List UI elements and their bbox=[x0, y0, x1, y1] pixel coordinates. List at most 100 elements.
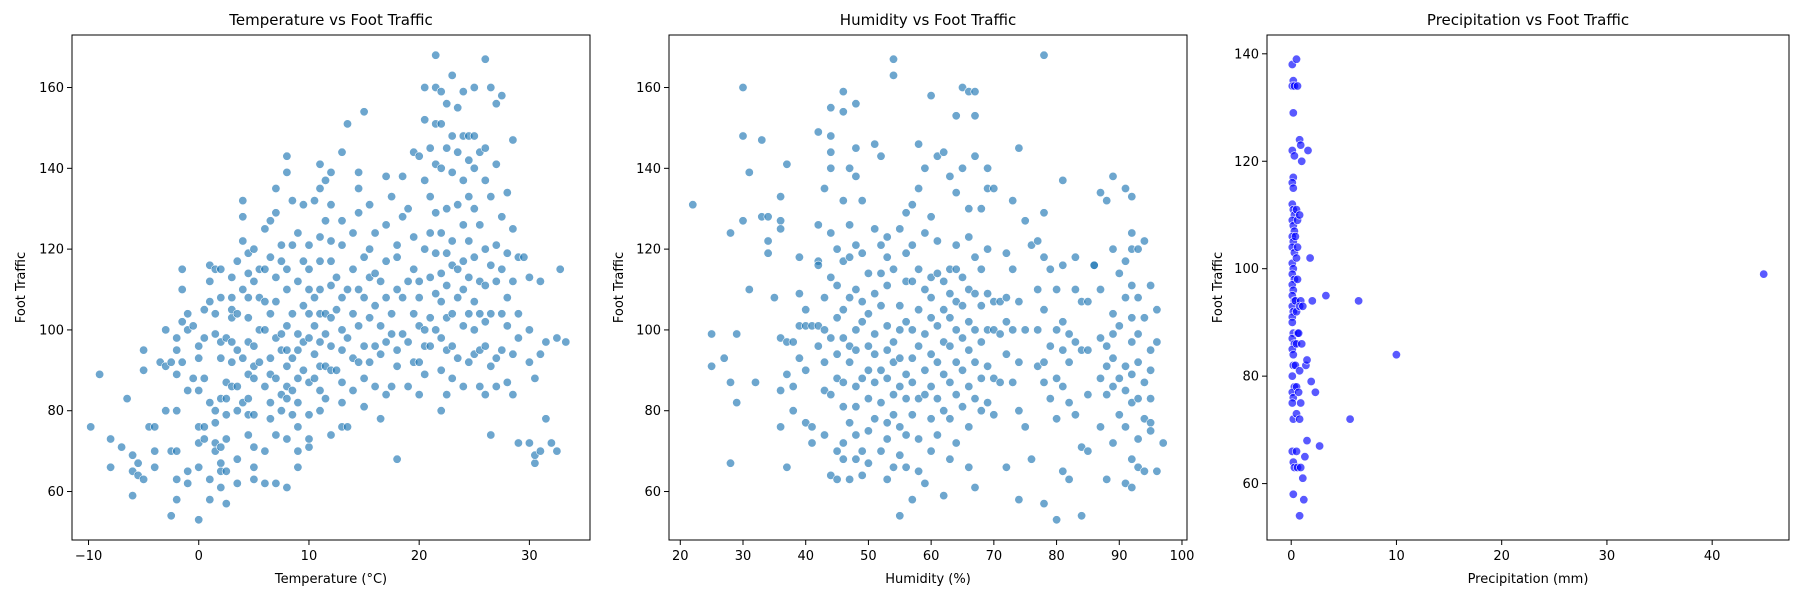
data-point bbox=[1039, 50, 1049, 60]
data-point bbox=[1298, 473, 1308, 483]
data-point bbox=[1008, 196, 1018, 206]
data-point bbox=[1294, 387, 1304, 397]
data-point bbox=[199, 333, 209, 343]
data-point bbox=[1133, 244, 1143, 254]
data-point bbox=[260, 446, 270, 456]
data-point bbox=[309, 373, 319, 383]
data-point bbox=[502, 321, 512, 331]
data-point bbox=[458, 321, 468, 331]
data-point bbox=[788, 381, 798, 391]
data-point bbox=[194, 515, 204, 525]
data-point bbox=[914, 341, 924, 351]
data-point bbox=[851, 402, 861, 412]
data-point bbox=[863, 394, 873, 404]
data-point bbox=[381, 293, 391, 303]
data-point bbox=[183, 309, 193, 319]
data-point bbox=[851, 345, 861, 355]
data-point bbox=[895, 224, 905, 234]
data-point bbox=[128, 491, 138, 501]
data-point bbox=[926, 349, 936, 359]
data-point bbox=[907, 353, 917, 363]
data-point bbox=[194, 353, 204, 363]
x-tick-label: −10 bbox=[75, 549, 102, 564]
data-point bbox=[776, 216, 786, 226]
data-point bbox=[926, 414, 936, 424]
data-point bbox=[707, 361, 717, 371]
data-point bbox=[469, 297, 479, 307]
data-point bbox=[688, 200, 698, 210]
data-point bbox=[337, 147, 347, 157]
data-point bbox=[989, 184, 999, 194]
data-point bbox=[530, 373, 540, 383]
data-point bbox=[172, 446, 182, 456]
data-point bbox=[870, 414, 880, 424]
data-point bbox=[304, 264, 314, 274]
data-point bbox=[392, 361, 402, 371]
data-point bbox=[403, 276, 413, 286]
data-point bbox=[970, 252, 980, 262]
data-point bbox=[907, 410, 917, 420]
data-point bbox=[907, 377, 917, 387]
data-point bbox=[819, 293, 829, 303]
data-point bbox=[442, 280, 452, 290]
x-tick-label: 40 bbox=[1704, 549, 1721, 564]
x-tick-label: 0 bbox=[1287, 549, 1295, 564]
data-point bbox=[315, 256, 325, 266]
data-point bbox=[359, 252, 369, 262]
x-tick-layer: 20 30 40 50 60 70 80 90 100 bbox=[672, 540, 1194, 564]
data-point bbox=[744, 167, 754, 177]
data-point bbox=[475, 309, 485, 319]
data-point bbox=[447, 167, 457, 177]
data-point bbox=[232, 454, 242, 464]
data-point bbox=[863, 341, 873, 351]
data-point bbox=[469, 325, 479, 335]
data-point bbox=[293, 398, 303, 408]
data-point bbox=[951, 264, 961, 274]
data-point bbox=[788, 406, 798, 416]
data-point bbox=[227, 337, 237, 347]
data-point bbox=[480, 390, 490, 400]
data-point bbox=[177, 284, 187, 294]
data-point bbox=[260, 478, 270, 488]
data-point bbox=[951, 438, 961, 448]
data-point bbox=[392, 454, 402, 464]
data-point bbox=[436, 333, 446, 343]
data-point bbox=[932, 357, 942, 367]
data-point bbox=[863, 365, 873, 375]
data-point bbox=[1052, 325, 1062, 335]
data-point bbox=[265, 353, 275, 363]
y-tick-label: 160 bbox=[636, 81, 661, 96]
data-point bbox=[342, 422, 352, 432]
data-point bbox=[863, 268, 873, 278]
data-point bbox=[232, 256, 242, 266]
data-point bbox=[216, 442, 226, 452]
data-point bbox=[1287, 317, 1297, 327]
data-point bbox=[1302, 355, 1312, 365]
y-tick-label: 140 bbox=[636, 162, 661, 177]
data-point bbox=[1020, 216, 1030, 226]
data-point bbox=[453, 264, 463, 274]
data-point bbox=[838, 305, 848, 315]
data-point bbox=[376, 414, 386, 424]
data-point bbox=[1014, 297, 1024, 307]
data-point bbox=[1121, 478, 1131, 488]
data-point bbox=[238, 196, 248, 206]
data-point bbox=[552, 446, 562, 456]
data-point bbox=[895, 511, 905, 521]
data-point bbox=[744, 284, 754, 294]
data-point bbox=[826, 103, 836, 113]
data-point bbox=[464, 236, 474, 246]
data-point bbox=[1083, 446, 1093, 456]
x-tick-label: 50 bbox=[860, 549, 877, 564]
data-point bbox=[732, 329, 742, 339]
data-point bbox=[447, 341, 457, 351]
data-point bbox=[276, 240, 286, 250]
data-point bbox=[243, 430, 253, 440]
data-point bbox=[1045, 394, 1055, 404]
data-point bbox=[1121, 422, 1131, 432]
data-point bbox=[519, 252, 529, 262]
data-point bbox=[1307, 296, 1317, 306]
data-point bbox=[436, 365, 446, 375]
data-point bbox=[1305, 253, 1315, 263]
data-point bbox=[983, 163, 993, 173]
